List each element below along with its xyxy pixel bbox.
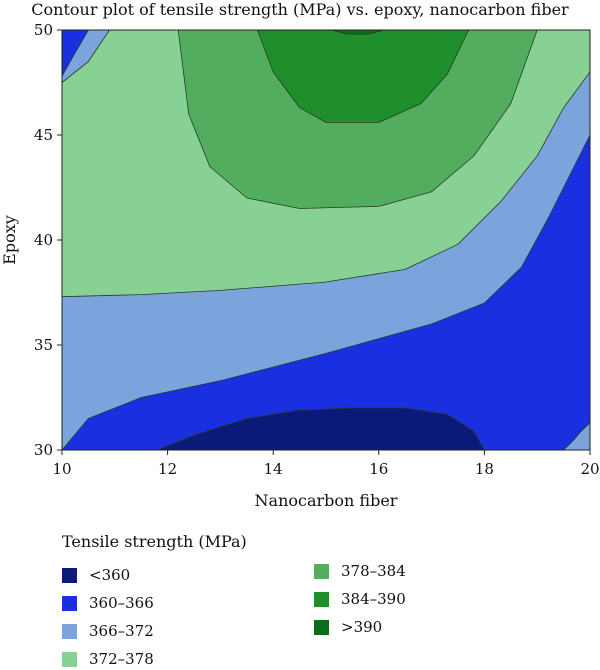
legend-swatch [314,591,329,607]
legend-swatch [62,651,77,667]
legend-label: <360 [89,566,131,584]
legend-swatch [62,595,77,611]
legend-label: 372–378 [89,650,154,668]
legend-item: <360 [62,564,130,586]
legend-swatch [62,567,77,583]
legend-item: 384–390 [314,588,406,610]
legend-item: 372–378 [62,648,154,670]
y-tick-label: 40 [34,231,53,249]
legend-label: 360–366 [89,594,154,612]
y-tick-label: 35 [34,336,53,354]
contour-region-6 [256,29,470,123]
x-tick-label: 20 [580,460,599,478]
legend-swatch [314,563,329,579]
contour-plot: 10 12 14 16 18 20 30 35 40 45 50 Nanocarbon fiber… [0,21,600,510]
chart-title: Contour plot of tensile strength (MPa) v… [31,0,569,19]
legend-item: 378–384 [314,560,406,582]
legend-item: >390 [314,616,382,638]
x-tick-label: 12 [158,460,177,478]
legend-label: 366–372 [89,622,154,640]
x-axis: 10 12 14 16 18 20 [52,450,600,478]
legend-label: 384–390 [341,590,406,608]
x-tick-label: 14 [264,460,283,478]
legend-item: 360–366 [62,592,154,614]
legend-label: >390 [341,618,383,636]
contour-region-3 [156,407,485,451]
x-tick-label: 16 [369,460,388,478]
legend-swatch [314,619,329,635]
legend-swatch [62,623,77,639]
y-tick-label: 50 [34,21,53,39]
y-tick-label: 45 [34,126,53,144]
x-tick-label: 18 [475,460,494,478]
legend-title: Tensile strength (MPa) [62,532,247,551]
y-axis: 30 35 40 45 50 [34,21,62,459]
contour-region-1 [61,134,591,451]
legend-item: 366–372 [62,620,154,642]
contour-regions [61,29,591,451]
x-axis-label: Nanocarbon fiber [255,491,398,510]
y-tick-label: 30 [34,441,53,459]
legend-label: 378–384 [341,562,406,580]
y-axis-label: Epoxy [0,215,19,265]
x-tick-label: 10 [52,460,71,478]
